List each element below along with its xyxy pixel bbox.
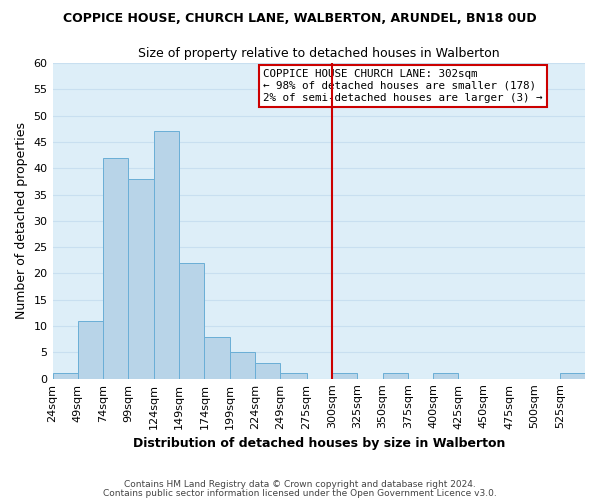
Bar	[255, 363, 280, 378]
Text: COPPICE HOUSE, CHURCH LANE, WALBERTON, ARUNDEL, BN18 0UD: COPPICE HOUSE, CHURCH LANE, WALBERTON, A…	[63, 12, 537, 26]
Bar	[205, 336, 230, 378]
Bar	[332, 374, 357, 378]
Bar	[53, 374, 78, 378]
Bar	[103, 158, 128, 378]
Bar	[433, 374, 458, 378]
Bar	[383, 374, 408, 378]
Text: Contains public sector information licensed under the Open Government Licence v3: Contains public sector information licen…	[103, 488, 497, 498]
Title: Size of property relative to detached houses in Walberton: Size of property relative to detached ho…	[138, 48, 500, 60]
Y-axis label: Number of detached properties: Number of detached properties	[15, 122, 28, 320]
Bar	[179, 263, 205, 378]
Text: Contains HM Land Registry data © Crown copyright and database right 2024.: Contains HM Land Registry data © Crown c…	[124, 480, 476, 489]
Text: COPPICE HOUSE CHURCH LANE: 302sqm
← 98% of detached houses are smaller (178)
2% : COPPICE HOUSE CHURCH LANE: 302sqm ← 98% …	[263, 70, 542, 102]
Bar	[280, 374, 307, 378]
X-axis label: Distribution of detached houses by size in Walberton: Distribution of detached houses by size …	[133, 437, 505, 450]
Bar	[128, 179, 154, 378]
Bar	[78, 321, 103, 378]
Bar	[154, 132, 179, 378]
Bar	[560, 374, 585, 378]
Bar	[230, 352, 255, 378]
